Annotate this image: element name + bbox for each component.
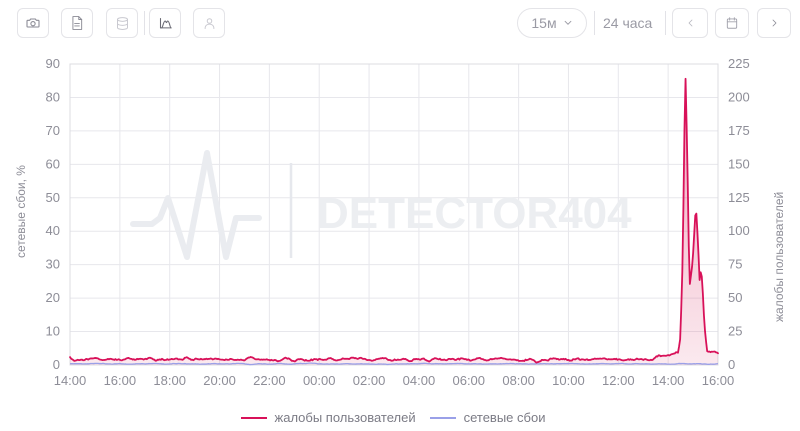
svg-text:06:00: 06:00 (452, 373, 485, 388)
svg-text:0: 0 (728, 357, 735, 372)
svg-text:14:00: 14:00 (54, 373, 87, 388)
svg-text:10: 10 (46, 324, 60, 339)
svg-text:40: 40 (46, 223, 60, 238)
svg-text:175: 175 (728, 123, 750, 138)
svg-text:08:00: 08:00 (502, 373, 535, 388)
svg-text:00:00: 00:00 (303, 373, 336, 388)
svg-text:10:00: 10:00 (552, 373, 585, 388)
svg-text:0: 0 (53, 357, 60, 372)
svg-text:80: 80 (46, 89, 60, 104)
svg-text:200: 200 (728, 89, 750, 104)
svg-text:25: 25 (728, 324, 742, 339)
svg-text:22:00: 22:00 (253, 373, 286, 388)
svg-text:125: 125 (728, 190, 750, 205)
svg-text:16:00: 16:00 (702, 373, 735, 388)
svg-text:100: 100 (728, 223, 750, 238)
svg-text:18:00: 18:00 (153, 373, 186, 388)
svg-text:20:00: 20:00 (203, 373, 236, 388)
svg-text:90: 90 (46, 56, 60, 71)
svg-text:30: 30 (46, 257, 60, 272)
svg-text:150: 150 (728, 156, 750, 171)
svg-text:DETECTOR404: DETECTOR404 (317, 189, 632, 238)
svg-text:12:00: 12:00 (602, 373, 635, 388)
svg-text:20: 20 (46, 290, 60, 305)
svg-text:50: 50 (728, 290, 742, 305)
svg-text:16:00: 16:00 (104, 373, 137, 388)
svg-text:75: 75 (728, 257, 742, 272)
svg-text:225: 225 (728, 56, 750, 71)
svg-text:04:00: 04:00 (403, 373, 436, 388)
svg-text:50: 50 (46, 190, 60, 205)
svg-text:60: 60 (46, 156, 60, 171)
svg-text:70: 70 (46, 123, 60, 138)
svg-text:02:00: 02:00 (353, 373, 386, 388)
svg-text:14:00: 14:00 (652, 373, 685, 388)
